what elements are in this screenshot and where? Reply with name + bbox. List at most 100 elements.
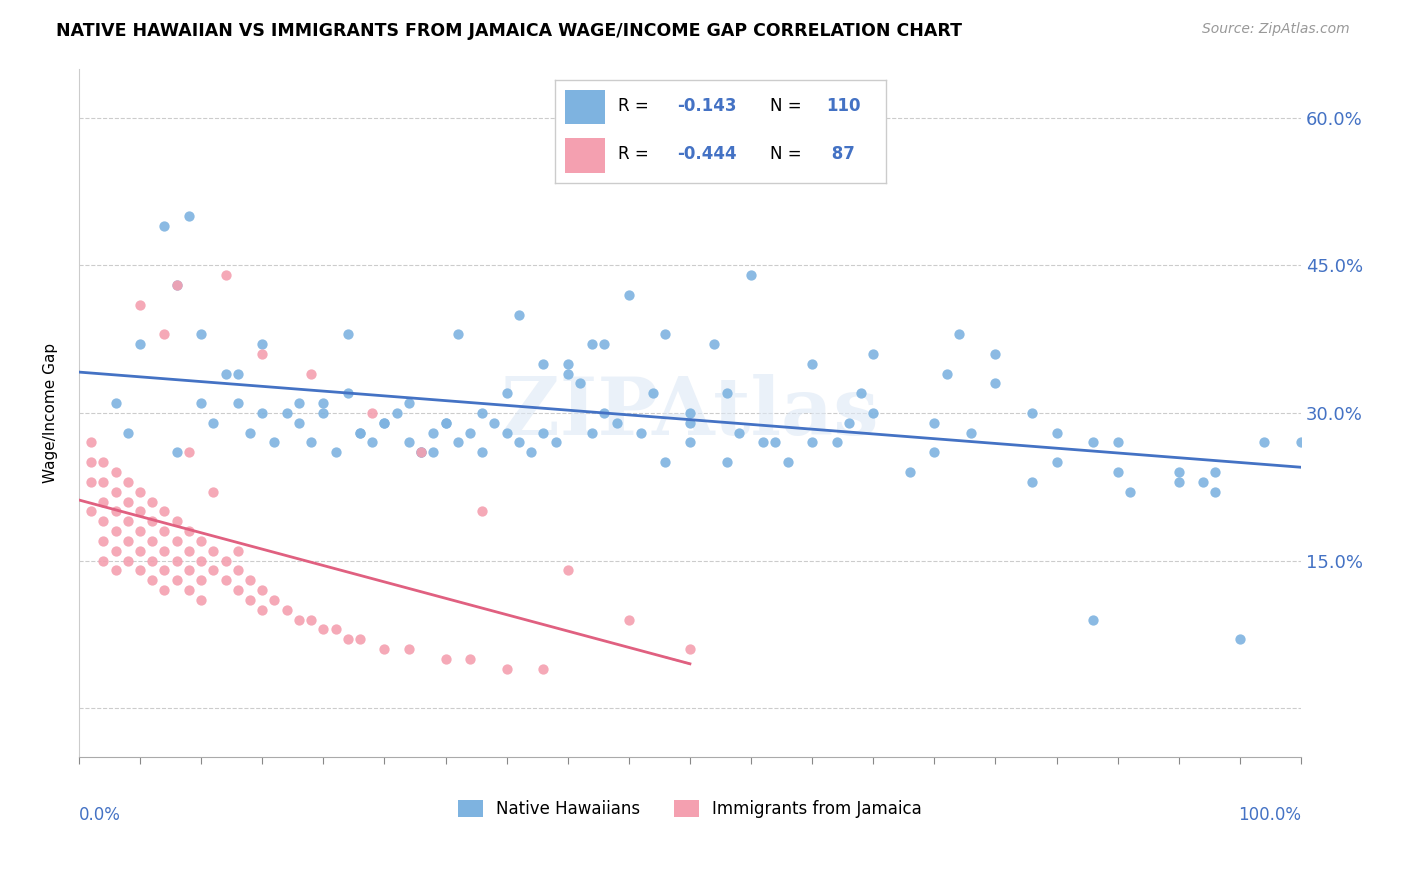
Point [190, 593, 212, 607]
Point [458, 425, 481, 440]
Point [349, 425, 371, 440]
Point [117, 425, 139, 440]
Point [349, 632, 371, 647]
Point [520, 445, 543, 459]
Point [252, 603, 274, 617]
Point [129, 504, 152, 518]
Text: R =: R = [619, 145, 654, 162]
Point [361, 406, 384, 420]
Point [495, 662, 517, 676]
Point [177, 209, 200, 223]
Point [581, 337, 603, 351]
Point [129, 484, 152, 499]
Point [129, 298, 152, 312]
Point [312, 396, 335, 410]
Point [93, 514, 115, 528]
Point [190, 574, 212, 588]
Point [422, 425, 444, 440]
Point [776, 455, 799, 469]
Point [1045, 425, 1067, 440]
Point [752, 435, 775, 450]
Point [190, 396, 212, 410]
Point [471, 406, 494, 420]
Point [177, 524, 200, 538]
Point [727, 425, 749, 440]
Point [1167, 475, 1189, 489]
Point [166, 553, 188, 567]
Y-axis label: Wage/Income Gap: Wage/Income Gap [44, 343, 58, 483]
Point [544, 435, 567, 450]
Point [276, 603, 298, 617]
Point [373, 642, 395, 657]
Point [1107, 465, 1129, 479]
Point [80, 455, 103, 469]
Point [825, 435, 848, 450]
Point [190, 553, 212, 567]
Text: -0.444: -0.444 [678, 145, 737, 162]
Point [153, 524, 176, 538]
Point [373, 416, 395, 430]
Text: 0.0%: 0.0% [79, 805, 121, 823]
Point [703, 337, 725, 351]
Point [252, 583, 274, 598]
Point [80, 504, 103, 518]
Point [153, 219, 176, 233]
Point [299, 613, 322, 627]
Point [361, 435, 384, 450]
Point [299, 435, 322, 450]
Point [716, 455, 738, 469]
Point [104, 543, 127, 558]
Point [409, 445, 432, 459]
Point [288, 416, 311, 430]
Point [202, 416, 225, 430]
Point [568, 376, 591, 391]
Point [129, 524, 152, 538]
Point [471, 445, 494, 459]
Point [177, 543, 200, 558]
Point [214, 574, 236, 588]
Bar [565, 89, 605, 124]
Point [263, 435, 285, 450]
Point [1204, 484, 1226, 499]
Point [252, 337, 274, 351]
Point [288, 613, 311, 627]
Point [924, 416, 946, 430]
Point [190, 533, 212, 548]
Text: ZIPAtlas: ZIPAtlas [501, 374, 879, 452]
Point [117, 475, 139, 489]
Point [166, 533, 188, 548]
Point [679, 435, 702, 450]
Point [153, 563, 176, 577]
Point [153, 327, 176, 342]
Text: R =: R = [619, 97, 654, 115]
Point [617, 613, 640, 627]
Point [740, 268, 762, 283]
Point [214, 553, 236, 567]
Point [593, 337, 616, 351]
Text: 110: 110 [827, 97, 860, 115]
Point [716, 386, 738, 401]
Point [166, 278, 188, 293]
Point [349, 425, 371, 440]
Point [336, 632, 359, 647]
Point [104, 484, 127, 499]
Point [531, 357, 554, 371]
Legend: Native Hawaiians, Immigrants from Jamaica: Native Hawaiians, Immigrants from Jamaic… [458, 800, 922, 818]
Point [226, 396, 249, 410]
Point [1081, 435, 1104, 450]
Point [336, 386, 359, 401]
Point [239, 425, 262, 440]
Point [93, 455, 115, 469]
Point [508, 435, 530, 450]
Point [104, 563, 127, 577]
Point [434, 416, 457, 430]
Point [226, 583, 249, 598]
Point [1119, 484, 1142, 499]
Point [1167, 465, 1189, 479]
Point [117, 494, 139, 508]
Point [1045, 455, 1067, 469]
Point [593, 406, 616, 420]
Point [80, 475, 103, 489]
Point [1107, 435, 1129, 450]
Text: Source: ZipAtlas.com: Source: ZipAtlas.com [1202, 22, 1350, 37]
